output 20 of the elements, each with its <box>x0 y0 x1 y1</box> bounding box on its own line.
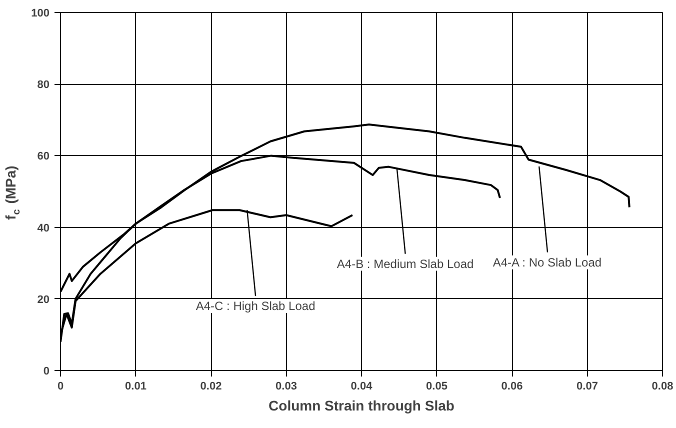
x-tick-label: 0.03 <box>276 380 297 392</box>
annotation: A4-C : High Slab Load <box>196 299 316 314</box>
x-axis-title: Column Strain through Slab <box>268 398 454 414</box>
x-tick-label: 0.02 <box>200 380 222 392</box>
y-tick-label: 60 <box>37 150 50 163</box>
y-axis-title: fc (MPa) <box>2 166 23 220</box>
x-tick-label: 0.05 <box>426 380 448 392</box>
annotation: A4-A : No Slab Load <box>492 255 602 270</box>
y-tick-label: 80 <box>37 79 50 92</box>
y-tick-label: 100 <box>31 8 50 20</box>
x-tick-label: 0.04 <box>350 380 374 392</box>
x-tick-label: 0.06 <box>501 380 523 392</box>
y-tick-label: 0 <box>43 366 50 378</box>
x-tick-label: 0.08 <box>652 380 674 392</box>
x-tick-label: 0 <box>57 380 64 392</box>
annotation: A4-B : Medium Slab Load <box>336 256 474 271</box>
y-tick-label: 40 <box>37 222 50 234</box>
x-tick-label: 0.01 <box>125 380 146 392</box>
y-tick-label: 20 <box>37 294 50 306</box>
x-tick-label: 0.07 <box>576 380 598 392</box>
